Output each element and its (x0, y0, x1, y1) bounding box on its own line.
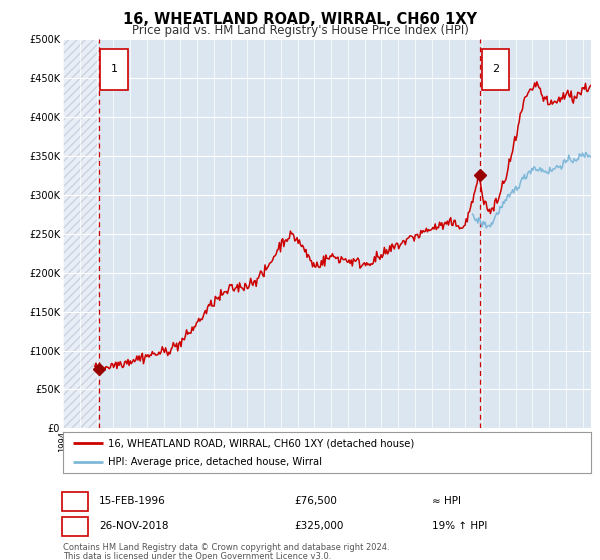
Text: 26-NOV-2018: 26-NOV-2018 (99, 521, 169, 531)
Text: £325,000: £325,000 (294, 521, 343, 531)
Text: 15-FEB-1996: 15-FEB-1996 (99, 496, 166, 506)
Text: 2: 2 (71, 521, 79, 531)
Text: 16, WHEATLAND ROAD, WIRRAL, CH60 1XY (detached house): 16, WHEATLAND ROAD, WIRRAL, CH60 1XY (de… (108, 438, 414, 449)
Text: 1: 1 (110, 64, 118, 74)
FancyBboxPatch shape (482, 49, 509, 90)
Text: ≈ HPI: ≈ HPI (432, 496, 461, 506)
Text: This data is licensed under the Open Government Licence v3.0.: This data is licensed under the Open Gov… (63, 552, 331, 560)
Text: 19% ↑ HPI: 19% ↑ HPI (432, 521, 487, 531)
Text: Contains HM Land Registry data © Crown copyright and database right 2024.: Contains HM Land Registry data © Crown c… (63, 543, 389, 552)
Text: Price paid vs. HM Land Registry's House Price Index (HPI): Price paid vs. HM Land Registry's House … (131, 24, 469, 36)
Text: £76,500: £76,500 (294, 496, 337, 506)
Text: HPI: Average price, detached house, Wirral: HPI: Average price, detached house, Wirr… (108, 457, 322, 467)
Bar (63, 39, 98, 428)
Text: 2: 2 (492, 64, 499, 74)
FancyBboxPatch shape (100, 49, 128, 90)
Text: 1: 1 (71, 496, 79, 506)
Text: 16, WHEATLAND ROAD, WIRRAL, CH60 1XY: 16, WHEATLAND ROAD, WIRRAL, CH60 1XY (123, 12, 477, 27)
